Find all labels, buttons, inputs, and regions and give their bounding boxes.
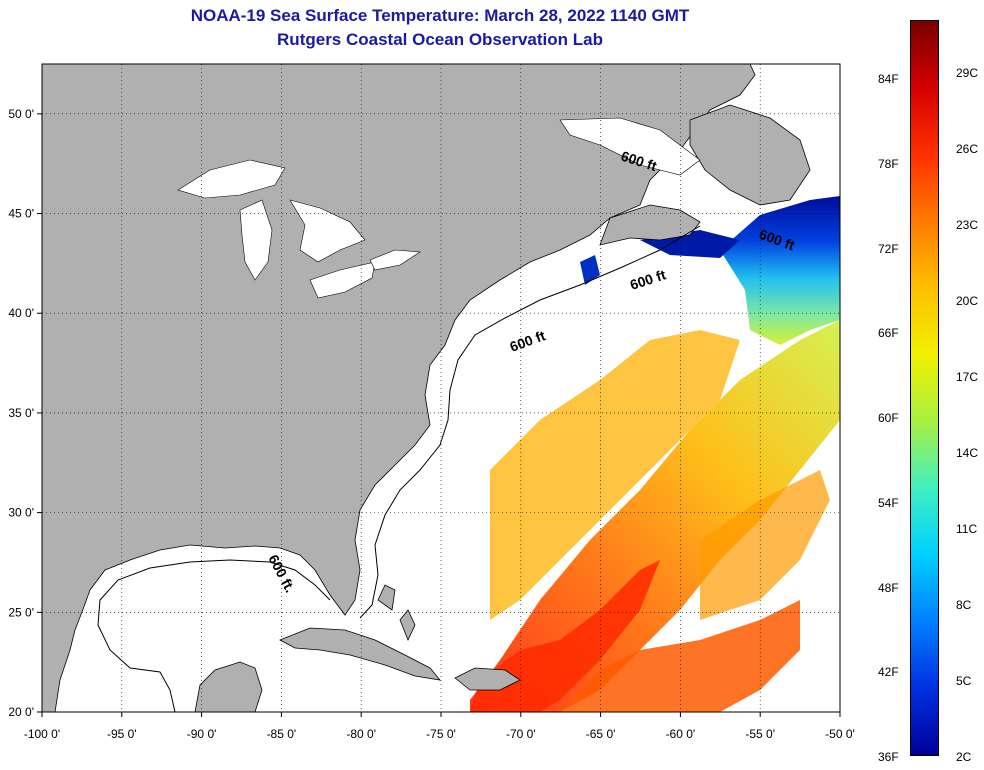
lat-tick-label: 40 0' xyxy=(8,306,34,320)
lon-tick-label: -50 0' xyxy=(825,727,855,741)
lon-tick-label: -95 0' xyxy=(107,727,137,741)
lon-tick-label: -85 0' xyxy=(267,727,297,741)
lat-tick-label: 25 0' xyxy=(8,605,34,619)
land-layer xyxy=(42,64,811,712)
fahrenheit-label: 78F xyxy=(878,156,899,171)
lon-tick-label: -100 0' xyxy=(24,727,60,741)
graticule-grid xyxy=(42,64,840,712)
celsius-label: 29C xyxy=(956,66,979,80)
lat-tick-label: 35 0' xyxy=(8,406,34,420)
celsius-label: 5C xyxy=(956,674,972,688)
lat-tick-label: 50 0' xyxy=(8,107,34,121)
fahrenheit-label: 60F xyxy=(878,411,899,425)
celsius-label: 2C xyxy=(956,750,972,764)
temperature-colorbar xyxy=(910,20,939,756)
fahrenheit-label: 54F xyxy=(878,495,899,510)
fahrenheit-label: 72F xyxy=(878,241,899,256)
lat-tick-label: 45 0' xyxy=(8,207,34,221)
fahrenheit-label: 36F xyxy=(878,750,899,764)
fahrenheit-label: 42F xyxy=(878,665,899,680)
celsius-label: 14C xyxy=(956,446,979,460)
celsius-label: 23C xyxy=(956,218,979,232)
celsius-label: 11C xyxy=(956,522,978,536)
lon-tick-label: -55 0' xyxy=(745,727,775,741)
celsius-label: 20C xyxy=(956,294,979,308)
lat-tick-label: 30 0' xyxy=(8,506,34,520)
fahrenheit-label: 66F xyxy=(878,326,899,341)
lakes-layer xyxy=(177,117,701,299)
sst-data-layer xyxy=(470,196,840,712)
longitude-axis: -100 0' -95 0' -90 0' -85 0' -80 0' -75 0' -70… xyxy=(24,712,855,741)
lon-tick-label: -70 0' xyxy=(506,727,536,741)
bathymetry-contour xyxy=(97,225,701,712)
lat-tick-label: 20 0' xyxy=(8,705,34,719)
lon-tick-label: -90 0' xyxy=(187,727,217,741)
map-subtitle: Rutgers Coastal Ocean Observation Lab xyxy=(277,30,603,49)
latitude-axis: 50 0' 45 0' 40 0' 35 0' 30 0' 25 0' 20 0' xyxy=(8,107,42,719)
map-title: NOAA-19 Sea Surface Temperature: March 2… xyxy=(190,6,690,25)
celsius-label: 17C xyxy=(956,370,979,384)
celsius-label: 8C xyxy=(956,598,972,612)
lon-tick-label: -60 0' xyxy=(666,727,696,741)
lon-tick-label: -75 0' xyxy=(426,727,456,741)
lon-tick-label: -80 0' xyxy=(346,727,376,741)
lon-tick-label: -65 0' xyxy=(586,727,616,741)
fahrenheit-label: 84F xyxy=(878,72,899,86)
celsius-label: 26C xyxy=(956,142,979,156)
fahrenheit-label: 48F xyxy=(878,580,899,595)
